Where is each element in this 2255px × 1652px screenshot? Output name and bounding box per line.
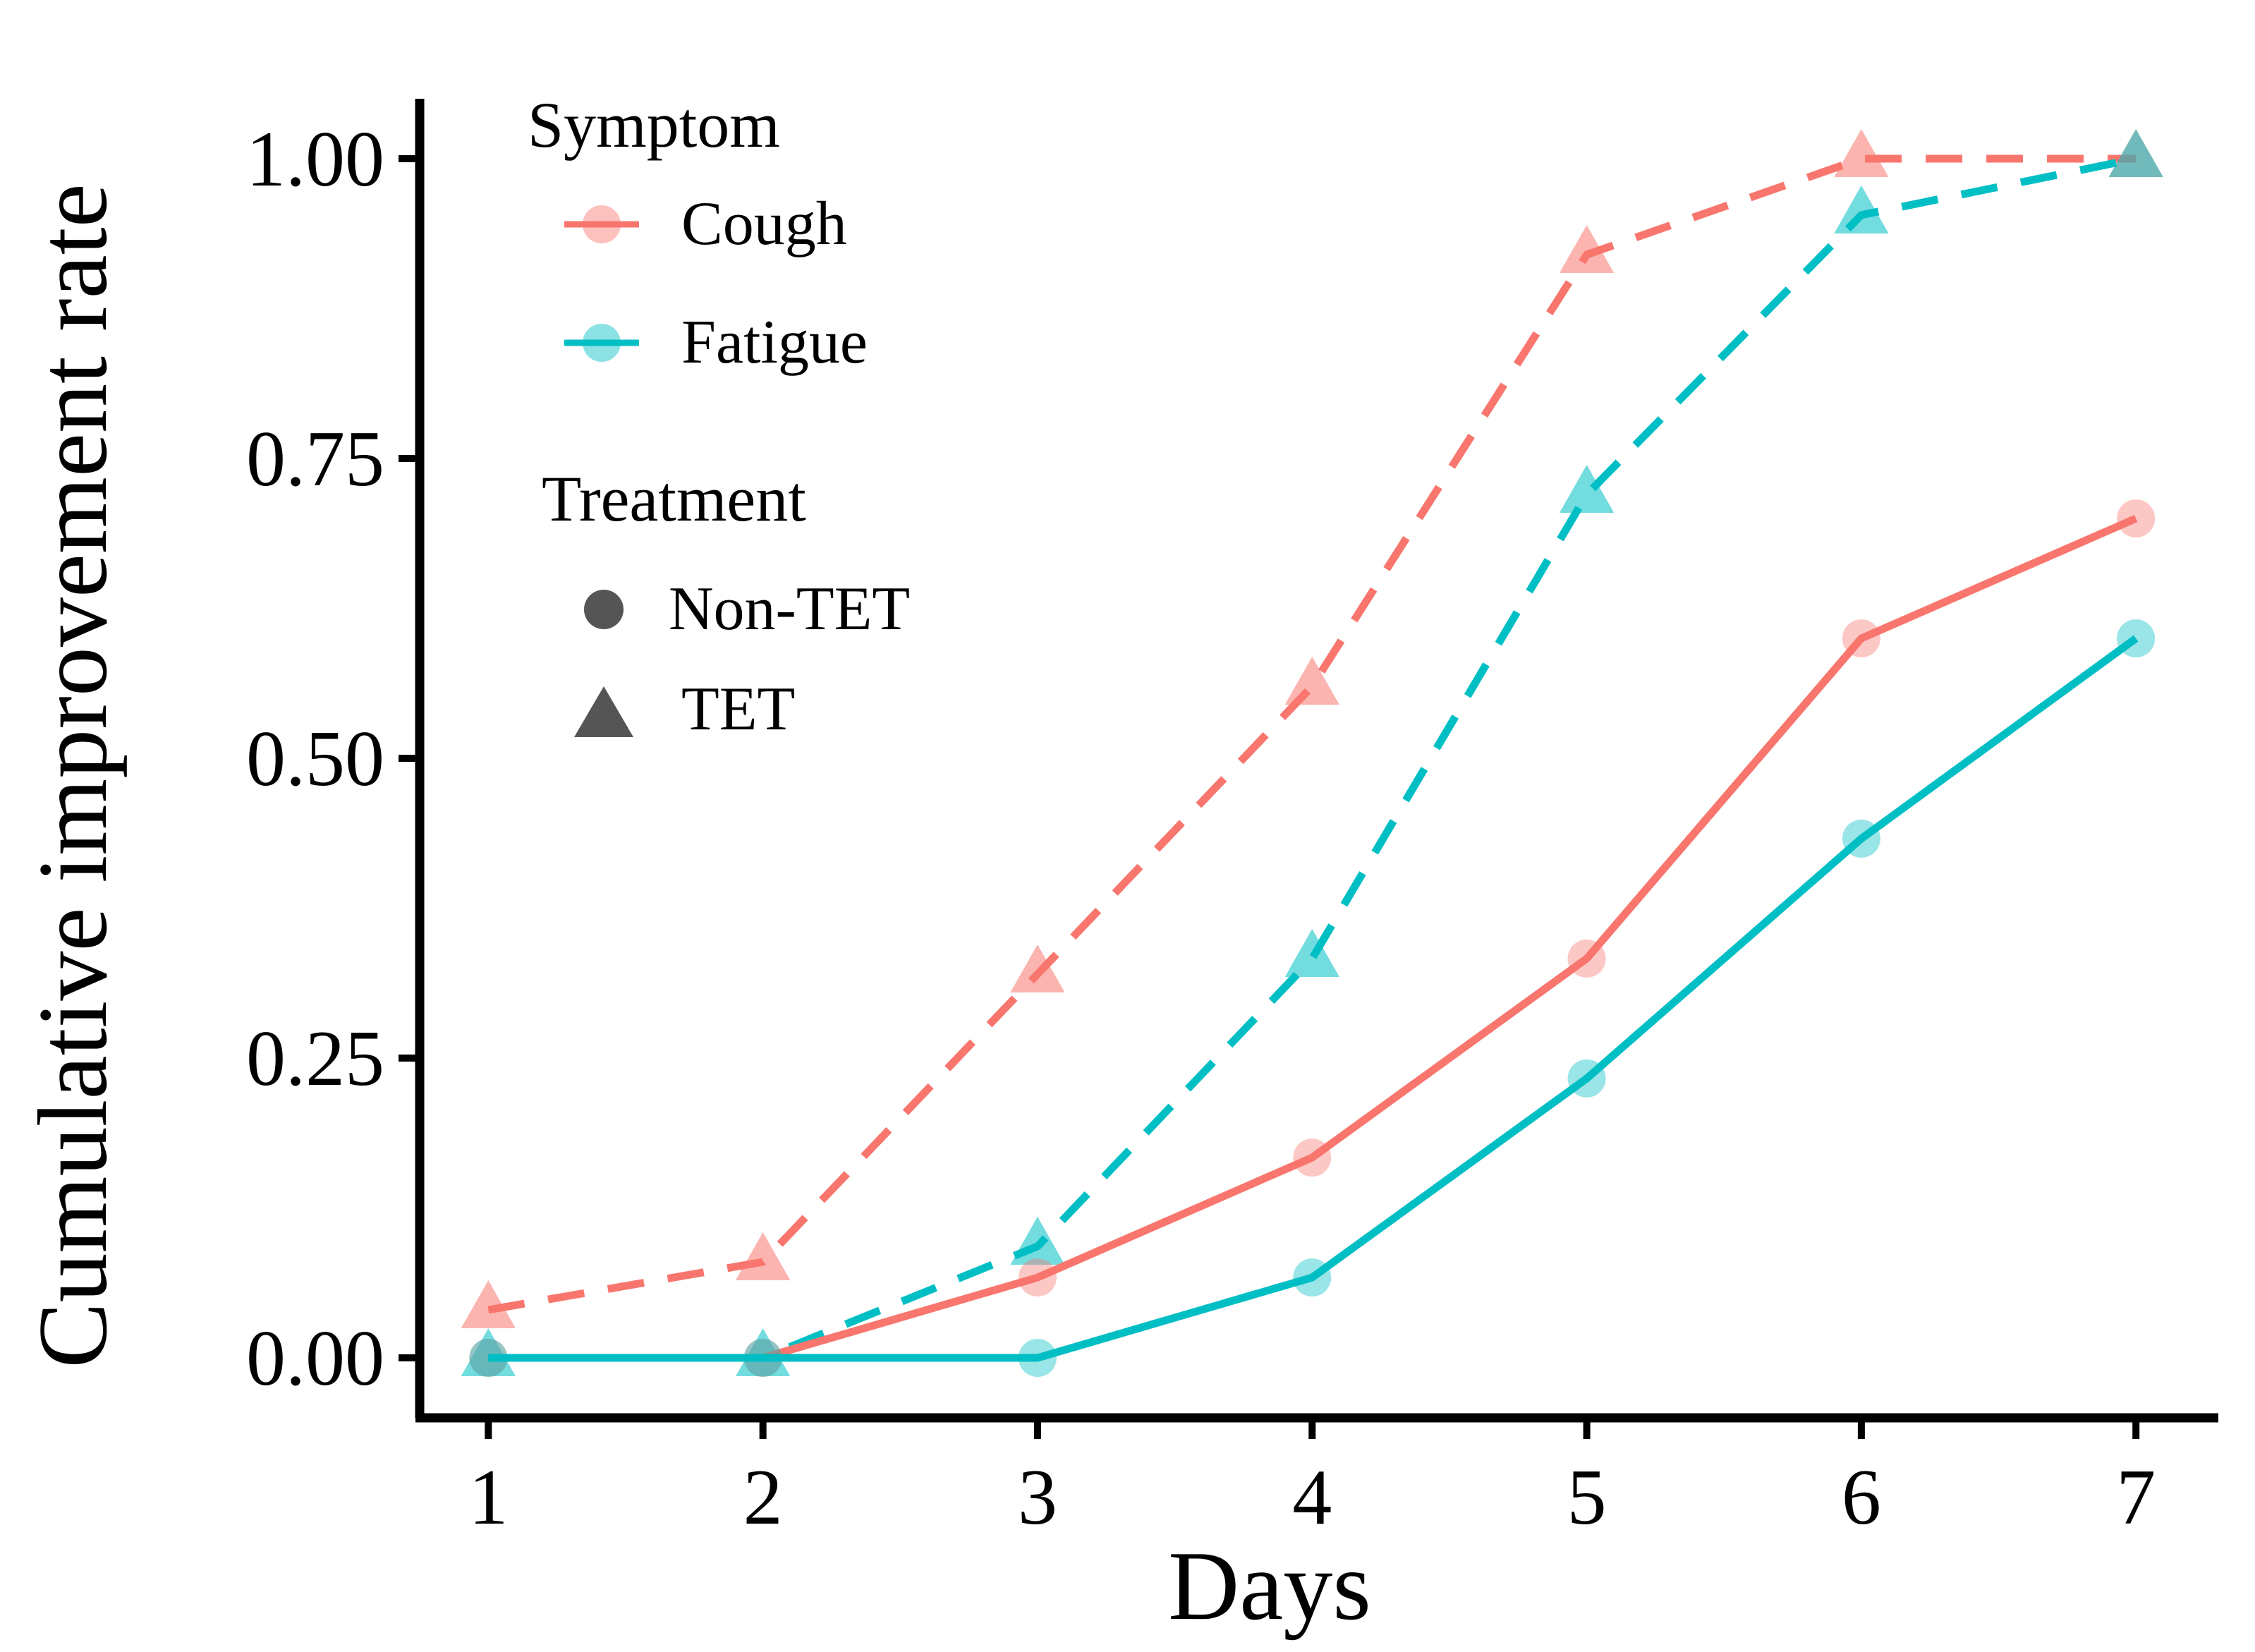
legend-label-non-tet: Non-TET [669, 575, 910, 643]
series-cough-tet [461, 129, 2163, 1329]
data-point-triangle [1834, 129, 1889, 178]
data-point-circle [1293, 1258, 1332, 1297]
x-tick-label: 6 [1842, 1454, 1881, 1541]
legend-item-cough: Cough [564, 190, 847, 258]
legend-key-point-cough [583, 205, 621, 243]
data-point-circle [1567, 1059, 1606, 1098]
data-point-circle [2117, 499, 2156, 537]
data-point-triangle [736, 1328, 791, 1377]
x-tick-label: 3 [1018, 1454, 1057, 1541]
legend: Symptom Cough Fatigue Treatment Non-TET … [528, 89, 910, 743]
data-point-circle [1842, 819, 1880, 858]
axes [399, 99, 2218, 1439]
series-line [488, 635, 2139, 1362]
legend-title-treatment: Treatment [542, 463, 806, 535]
x-tick-label: 4 [1292, 1454, 1332, 1541]
tick-labels: 0.00 0.25 0.50 0.75 1.00 1 2 3 4 5 6 7 [246, 116, 2156, 1541]
data-point-circle [469, 1339, 508, 1377]
series-layer [461, 129, 2163, 1377]
y-tick-label: 0.25 [246, 1015, 384, 1103]
x-tick-label: 2 [743, 1454, 783, 1541]
data-point-circle [743, 1339, 782, 1377]
legend-label-cough: Cough [681, 190, 847, 258]
x-tick-label: 1 [468, 1454, 508, 1541]
y-tick-label: 0.75 [246, 415, 384, 503]
data-point-circle [2117, 619, 2156, 657]
data-point-triangle [461, 1280, 516, 1329]
data-point-triangle [1559, 225, 1615, 274]
y-tick-label: 1.00 [246, 116, 384, 203]
legend-label-tet: TET [681, 675, 795, 743]
legend-title-symptom: Symptom [528, 89, 780, 161]
data-point-circle [1567, 939, 1606, 978]
legend-key-triangle-icon [574, 686, 633, 737]
data-point-triangle [1284, 657, 1339, 705]
y-axis-title: Cumulative improvement rate [18, 183, 128, 1368]
legend-item-tet: TET [574, 675, 795, 743]
legend-key-circle-icon [584, 590, 624, 629]
x-tick-label: 5 [1567, 1454, 1607, 1541]
legend-label-fatigue: Fatigue [681, 308, 868, 377]
data-point-triangle [2108, 129, 2163, 178]
y-tick-label: 0.00 [246, 1315, 384, 1402]
data-point-circle [1293, 1138, 1332, 1177]
data-point-circle [1018, 1339, 1057, 1377]
data-point-triangle [1559, 465, 1615, 514]
data-point-circle [1018, 1258, 1057, 1297]
data-point-triangle [1834, 185, 1889, 233]
legend-item-non-tet: Non-TET [584, 575, 910, 643]
data-point-circle [1842, 619, 1880, 657]
y-tick-label: 0.50 [246, 715, 384, 803]
legend-item-fatigue: Fatigue [564, 308, 868, 377]
x-tick-label: 7 [2116, 1454, 2156, 1541]
data-point-triangle [1010, 1216, 1065, 1265]
data-point-triangle [736, 1232, 791, 1281]
legend-key-point-fatigue [583, 324, 621, 362]
x-axis-title: Days [1168, 1531, 1371, 1641]
data-point-triangle [1010, 945, 1065, 993]
data-point-triangle [1284, 928, 1339, 977]
data-point-triangle [461, 1328, 516, 1377]
series-fatigue-non-tet [469, 619, 2156, 1377]
